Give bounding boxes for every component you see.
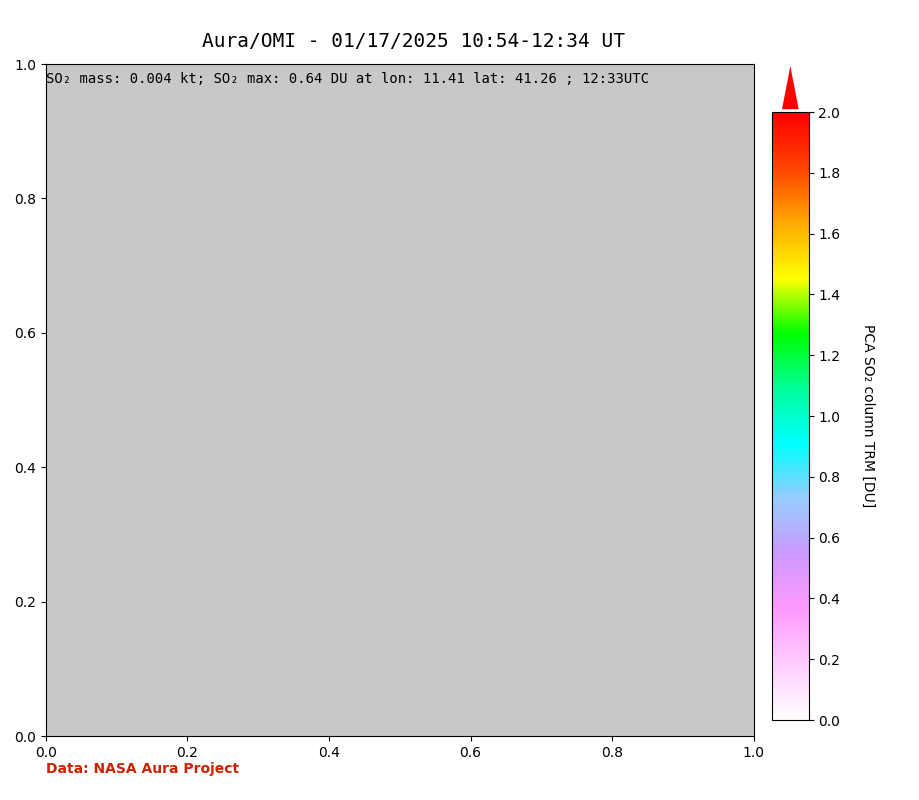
Text: SO₂ mass: 0.004 kt; SO₂ max: 0.64 DU at lon: 11.41 lat: 41.26 ; 12:33UTC: SO₂ mass: 0.004 kt; SO₂ max: 0.64 DU at … <box>46 72 649 86</box>
Y-axis label: PCA SO₂ column TRM [DU]: PCA SO₂ column TRM [DU] <box>861 324 876 508</box>
Text: Data: NASA Aura Project: Data: NASA Aura Project <box>46 762 239 776</box>
Text: Aura/OMI - 01/17/2025 10:54-12:34 UT: Aura/OMI - 01/17/2025 10:54-12:34 UT <box>202 32 625 51</box>
